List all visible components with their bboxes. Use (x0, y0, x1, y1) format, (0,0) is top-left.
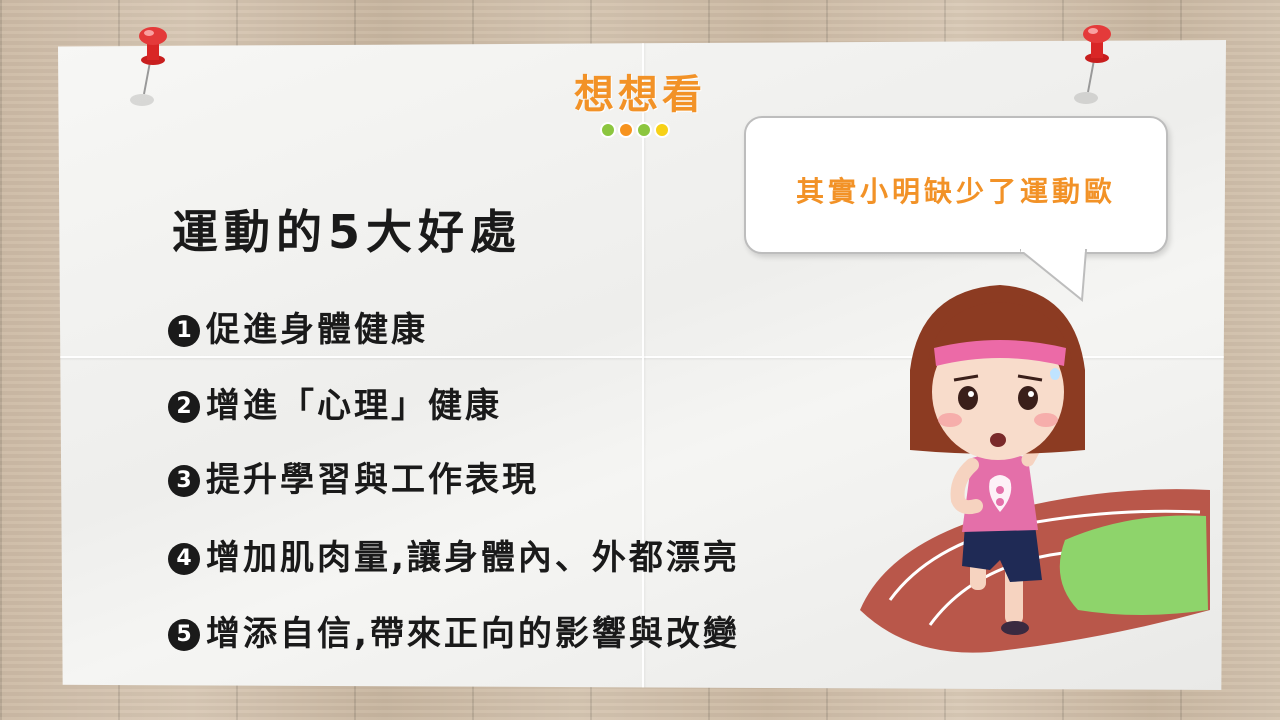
paper-fold-vertical (642, 40, 644, 690)
fruit-slice-icon (636, 122, 652, 138)
benefit-text: 增加肌肉量,讓身體內、外都漂亮 (206, 538, 740, 578)
benefit-text: 促進身體健康 (206, 310, 428, 350)
fruit-slice-icon (600, 122, 616, 138)
speech-bubble-tail (1020, 248, 1088, 302)
number-marker: 3 (168, 465, 200, 497)
speech-bubble-text: 其實小明缺少了運動歐 (795, 175, 1116, 208)
fruit-slice-icon (654, 122, 670, 138)
benefit-text: 增進「心理」健康 (206, 386, 502, 426)
fruit-slice-icon (618, 122, 634, 138)
slide-title: 想想看 (574, 72, 706, 118)
benefit-text: 提升學習與工作表現 (206, 460, 539, 500)
benefit-item-4: 4 增加肌肉量,讓身體內、外都漂亮 (168, 530, 740, 579)
girl-runner-illustration (860, 285, 1210, 653)
speech-bubble: 其實小明缺少了運動歐 (744, 116, 1168, 254)
number-marker: 4 (168, 543, 200, 575)
number-marker: 5 (168, 619, 200, 651)
push-pin-icon (130, 27, 167, 106)
benefit-item-5: 5 增添自信,帶來正向的影響與改變 (168, 606, 740, 655)
number-marker: 2 (168, 391, 200, 423)
benefit-item-3: 3 提升學習與工作表現 (168, 452, 539, 501)
push-pin-icon (1074, 25, 1111, 104)
benefits-heading: 運動的5大好處 (172, 205, 523, 259)
benefit-item-2: 2 增進「心理」健康 (168, 378, 502, 427)
number-marker: 1 (168, 315, 200, 347)
benefit-text: 增添自信,帶來正向的影響與改變 (206, 614, 740, 654)
benefit-item-1: 1 促進身體健康 (168, 302, 428, 351)
fruit-dots (600, 122, 670, 138)
